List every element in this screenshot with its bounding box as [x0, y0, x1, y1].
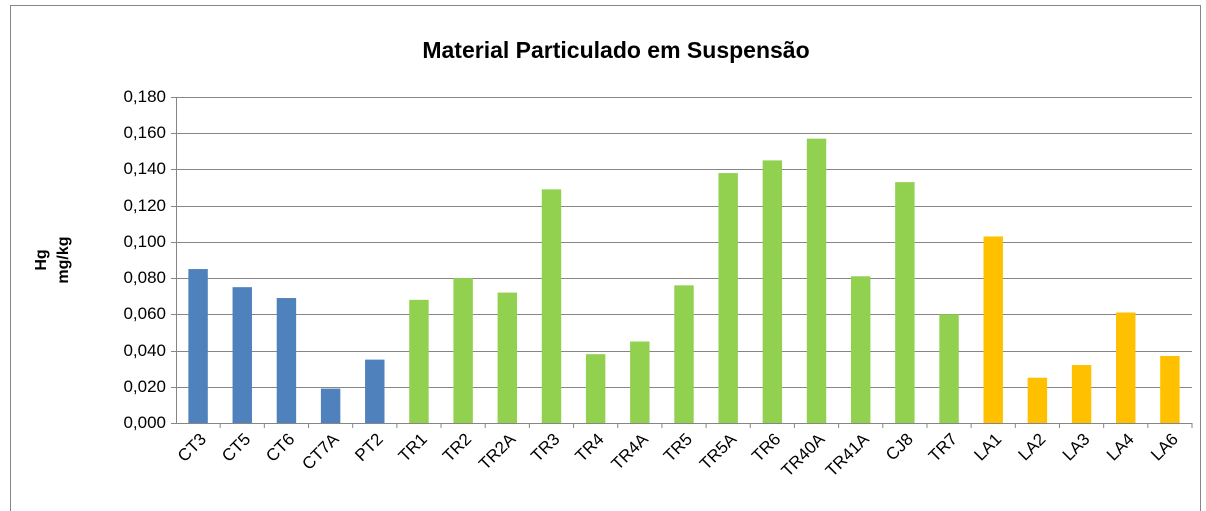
bar [983, 236, 1003, 423]
chart-title: Material Particulado em Suspensão [422, 37, 809, 63]
bar [806, 138, 827, 423]
y-tick-label: 0,080 [123, 268, 166, 287]
bar [541, 189, 562, 423]
bar [718, 173, 738, 423]
bar [674, 285, 694, 423]
y-axis-label-line: mg/kg [55, 236, 72, 283]
bar [320, 388, 341, 423]
bar [585, 354, 606, 423]
bar [939, 314, 959, 423]
y-tick-label: 0,160 [123, 123, 166, 142]
y-tick-label: 0,180 [123, 87, 166, 106]
bar [497, 292, 518, 423]
chart-frame [10, 5, 1201, 511]
y-tick-label: 0,020 [123, 377, 166, 396]
bar [895, 182, 915, 423]
y-tick-label: 0,000 [123, 413, 166, 432]
bar [630, 341, 650, 423]
bar [232, 287, 252, 423]
bar [850, 276, 871, 423]
bar [1071, 365, 1092, 423]
bar [409, 299, 429, 423]
bar [1027, 377, 1048, 423]
bar [188, 269, 208, 423]
y-axis-label-line: Hg [33, 249, 50, 270]
bar [1160, 355, 1180, 423]
y-tick-label: 0,060 [123, 304, 166, 323]
bar [1116, 312, 1136, 423]
bar [762, 160, 783, 423]
bar [453, 278, 473, 423]
y-tick-label: 0,120 [123, 196, 166, 215]
y-tick-label: 0,140 [123, 159, 166, 178]
bar [276, 298, 297, 423]
y-tick-label: 0,040 [123, 341, 166, 360]
y-axis-label: Hg mg/kg [33, 236, 72, 283]
y-tick-label: 0,100 [123, 232, 166, 251]
bar [365, 359, 385, 423]
